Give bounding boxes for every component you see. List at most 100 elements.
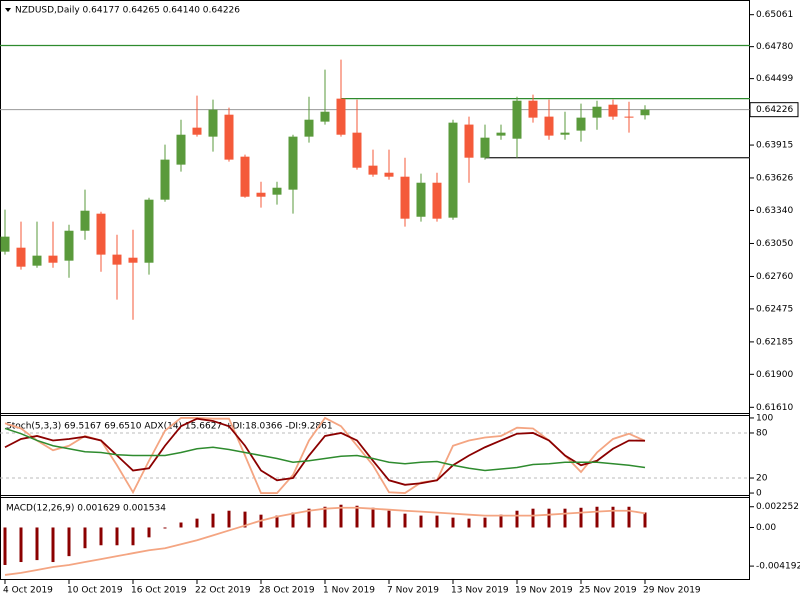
- candle-body: [592, 106, 602, 118]
- x-tick-label: 13 Nov 2019: [451, 586, 509, 596]
- x-tick-label: 25 Nov 2019: [579, 586, 637, 596]
- macd-bar: [499, 514, 503, 528]
- candle-body: [0, 236, 10, 252]
- candle-body: [64, 230, 74, 261]
- indicator-line: [4, 427, 646, 472]
- price-label-box: [749, 102, 799, 118]
- candle-body: [112, 254, 122, 265]
- candle-body: [160, 159, 170, 200]
- macd-bar: [211, 513, 215, 528]
- macd-bar: [339, 504, 343, 528]
- y-tick-label: 0.00: [756, 523, 776, 533]
- macd-bar: [179, 522, 183, 528]
- macd-bar: [67, 527, 71, 557]
- y-tick-label: 100: [756, 413, 773, 423]
- candle-body: [208, 109, 218, 137]
- y-tick-label: 0.62760: [756, 272, 793, 282]
- x-tick-label: 16 Oct 2019: [131, 586, 187, 596]
- indicator-line: [4, 417, 646, 486]
- macd-bar: [435, 515, 439, 528]
- macd-bar: [531, 508, 535, 528]
- macd-bar: [355, 505, 359, 528]
- macd-bar: [547, 508, 551, 528]
- indicator-line: [4, 416, 646, 495]
- macd-bar: [579, 507, 583, 528]
- candle-body: [528, 100, 538, 118]
- candle-body: [16, 247, 26, 267]
- y-tick-label: 0.64780: [756, 42, 793, 52]
- x-tick-label: 22 Oct 2019: [195, 586, 251, 596]
- candle-body: [464, 124, 474, 158]
- macd-bar: [131, 527, 135, 546]
- candle-body: [48, 255, 58, 263]
- candle-body: [272, 187, 282, 195]
- y-tick-label: 0.62185: [756, 337, 793, 347]
- y-tick-label: 0.63340: [756, 206, 793, 216]
- macd-bar: [51, 527, 55, 563]
- panel-title: MACD(12,26,9) 0.001629 0.001534: [6, 504, 166, 514]
- candle-body: [384, 172, 394, 177]
- macd-bar: [595, 506, 599, 528]
- candle-body: [576, 117, 586, 131]
- macd-bar: [403, 513, 407, 528]
- macd-bar: [467, 518, 471, 528]
- candle-body: [128, 257, 138, 263]
- macd-bar: [371, 507, 375, 528]
- candle-body: [432, 182, 442, 219]
- macd-bar: [3, 527, 7, 565]
- x-tick-label: 1 Nov 2019: [323, 586, 375, 596]
- candle-body: [336, 98, 346, 135]
- y-tick-label: -0.004192: [756, 562, 800, 572]
- macd-bar: [147, 527, 151, 538]
- x-tick-label: 19 Nov 2019: [515, 586, 573, 596]
- candle-body: [224, 114, 234, 160]
- candle-body: [32, 255, 42, 266]
- menu-triangle: [5, 8, 11, 12]
- candle-body: [256, 192, 266, 197]
- candle-body: [80, 210, 90, 231]
- macd-bar: [163, 527, 167, 529]
- candle-body: [96, 213, 106, 255]
- x-tick-label: 7 Nov 2019: [387, 586, 439, 596]
- x-tick-label: 10 Oct 2019: [67, 586, 123, 596]
- y-tick-label: 0.64499: [756, 74, 793, 84]
- panel-title: NZDUSD,Daily 0.64177 0.64265 0.64140 0.6…: [15, 6, 240, 16]
- macd-bar: [243, 511, 247, 528]
- candle-body: [624, 116, 634, 118]
- candle-body: [560, 132, 570, 135]
- candle-body: [320, 111, 330, 122]
- macd-bar: [35, 527, 39, 561]
- macd-bar: [627, 506, 631, 528]
- y-tick-label: 0.63050: [756, 239, 793, 249]
- candle-body: [176, 134, 186, 165]
- macd-bar: [227, 510, 231, 528]
- y-tick-label: 0.63626: [756, 173, 793, 183]
- macd-bar: [275, 515, 279, 528]
- candle-body: [240, 156, 250, 197]
- macd-bar: [291, 512, 295, 528]
- x-tick-label: 28 Oct 2019: [259, 586, 315, 596]
- candle-body: [192, 127, 202, 135]
- y-tick-label: 0.002252: [756, 502, 799, 512]
- macd-bar: [643, 512, 647, 528]
- frame: [0, 0, 750, 580]
- candle-body: [448, 122, 458, 218]
- macd-bar: [115, 527, 119, 546]
- candle-body: [288, 136, 298, 190]
- x-tick-label: 4 Oct 2019: [3, 586, 53, 596]
- macd-bar: [195, 518, 199, 528]
- macd-bar: [419, 515, 423, 528]
- y-tick-label: 20: [756, 474, 768, 484]
- macd-bar: [563, 508, 567, 528]
- candle-body: [480, 137, 490, 158]
- macd-bar: [99, 527, 103, 546]
- candle-body: [608, 104, 618, 117]
- macd-bar: [483, 517, 487, 528]
- candle-body: [496, 132, 506, 136]
- y-tick-label: 0: [756, 489, 762, 499]
- y-tick-label: 0.62475: [756, 304, 793, 314]
- y-tick-label: 0.63915: [756, 141, 793, 151]
- signal-line: [4, 506, 646, 576]
